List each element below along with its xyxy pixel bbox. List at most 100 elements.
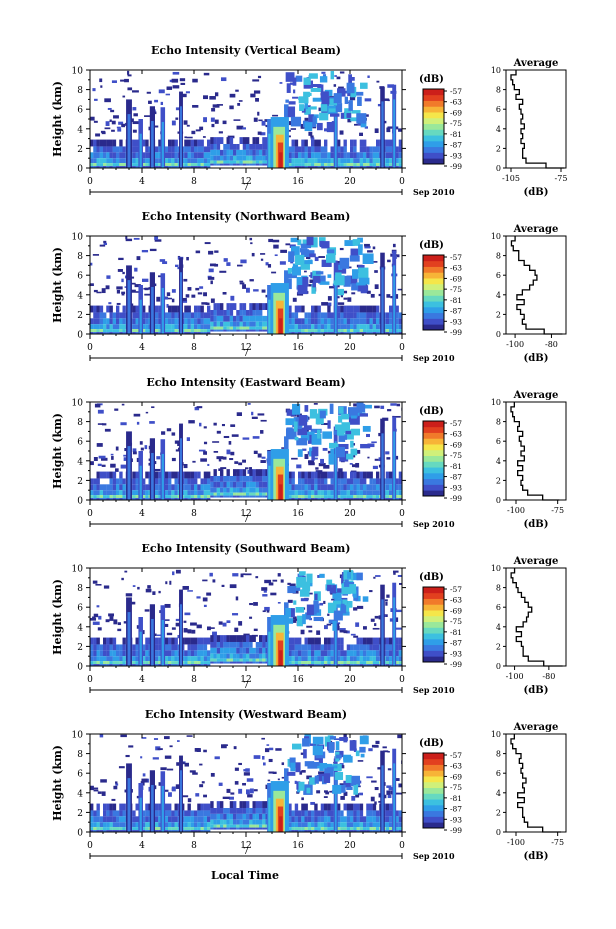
colorbar-band [423,650,444,657]
profile-y-tick-label: 4 [496,457,501,466]
x-tick-label: 0 [87,343,93,353]
average-profile: Average 0 2 4 6 8 10 -105 -75 (dB) [491,58,568,198]
x-tick-label: 8 [191,841,197,851]
heatmap-field [90,70,402,168]
colorbar-tick-label: -87 [450,639,462,648]
colorbar: -57 -63-69 -75 -81 -87-93 -99 [422,585,462,669]
average-profile: Average 0 2 4 6 8 10 -100 -80 (dB) [491,224,567,364]
colorbar-tick-label: -99 [450,162,462,171]
x-tick-label: 20 [344,177,356,187]
profile-frame [505,401,567,501]
colorbar-band [423,100,444,107]
colorbar-band [423,467,444,474]
colorbar-band [423,135,444,142]
profile-y-tick-label: 2 [496,642,501,651]
panel-title: Echo Intensity (Westward Beam) [145,708,347,721]
colorbar-band [423,158,444,165]
colorbar-title: (dB) [419,74,444,85]
profile-x-tick-label: -100 [506,672,524,681]
x-tick-label: 16 [292,841,304,851]
y-tick-label: 0 [77,497,83,507]
colorbar-tick-label: -99 [450,660,462,669]
colorbar-tick-label: -87 [450,805,462,814]
colorbar-band [423,592,444,599]
colorbar-band [423,810,444,817]
profile-y-tick-label: 0 [496,662,501,671]
colorbar-tick-label: -93 [450,317,462,326]
colorbar-band [423,89,444,96]
colorbar-band [423,438,444,445]
profile-frame [505,567,567,667]
y-tick-label: 2 [77,643,83,653]
y-tick-label: 2 [77,809,83,819]
profile-y-tick-label: 6 [496,603,501,612]
day-label: 7 [243,349,249,359]
x-tick-label: 0 [87,675,93,685]
profile-y-tick-label: 8 [496,584,501,593]
colorbar-band [423,478,444,485]
colorbar-band [423,283,444,291]
colorbar-tick-label: -87 [450,141,462,150]
colorbar-band [423,129,444,136]
profile-y-tick-label: 6 [496,437,501,446]
x-tick-label: 0 [399,509,405,519]
colorbar-band [423,123,444,130]
profile-line [510,70,565,169]
colorbar-band [423,816,444,823]
y-tick-label: 0 [77,829,83,839]
profile-y-tick-label: 10 [491,398,501,407]
x-tick-label: 8 [191,343,197,353]
y-tick-label: 0 [77,331,83,341]
day-label: 7 [243,515,249,525]
x-tick-label: 20 [344,509,356,519]
colorbar-band [423,152,444,159]
profile-line [510,734,561,833]
profile-y-tick-label: 4 [496,623,501,632]
profile-title: Average [513,224,559,235]
y-axis-label: Height (km) [51,579,64,655]
colorbar-frame [422,752,445,829]
y-tick-label: 10 [72,233,84,243]
colorbar-tick-label: -93 [450,151,462,160]
profile-y-tick-label: 8 [496,418,501,427]
colorbar-tick-label: -99 [450,328,462,337]
colorbar: -57 -63-69 -75 -81 -87-93 -99 [422,87,462,171]
x-tick-label: 12 [240,343,251,353]
colorbar-band [423,764,444,771]
x-tick-label: 0 [399,343,405,353]
colorbar-frame [422,254,445,331]
y-tick-label: 6 [77,272,83,282]
colorbar-band [423,432,444,439]
colorbar-band [423,140,444,148]
x-tick-label: 20 [344,841,356,851]
x-tick-label: 8 [191,177,197,187]
colorbar-tick-label: -93 [450,483,462,492]
x-tick-label: 0 [399,675,405,685]
x-tick-label: 20 [344,343,356,353]
profile-y-tick-label: 10 [491,232,501,241]
profile-y-tick-label: 2 [496,144,501,153]
colorbar: -57 -63-69 -75 -81 -87-93 -99 [422,419,462,503]
colorbar-band [423,753,444,760]
x-axis-label: Local Time [211,869,279,882]
colorbar-title: (dB) [419,738,444,749]
profile-x-tick-label: -75 [551,506,564,515]
colorbar-band [423,112,444,119]
colorbar-tick-label: -57 [450,87,462,96]
colorbar-band [423,278,444,285]
colorbar-tick-label: -69 [450,440,462,449]
colorbar-band [423,793,444,800]
colorbar-tick-label: -99 [450,494,462,503]
x-tick-label: 0 [399,841,405,851]
profile-x-label: (dB) [524,685,549,696]
profile-line [510,236,563,335]
x-tick-label: 16 [292,177,304,187]
colorbar-title: (dB) [419,572,444,583]
y-tick-label: 10 [72,565,84,575]
colorbar-band [423,449,444,457]
colorbar-band [423,461,444,468]
profile-x-label: (dB) [524,353,549,364]
colorbar-tick-label: -57 [450,585,462,594]
colorbar-tick-label: -75 [450,119,462,128]
